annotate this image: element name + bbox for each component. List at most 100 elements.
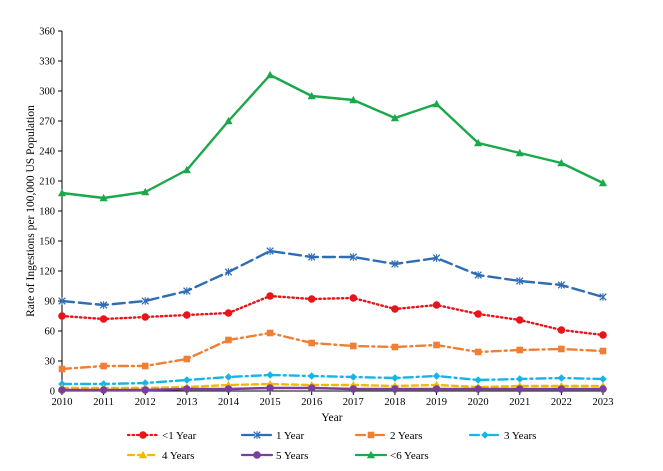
data-point xyxy=(99,193,108,202)
data-point xyxy=(515,148,524,157)
data-point xyxy=(308,339,315,347)
x-tick-label: 2013 xyxy=(176,397,197,408)
y-tick-label: 60 xyxy=(45,327,56,338)
y-tick-label: 360 xyxy=(39,27,55,38)
legend-label: 5 Years xyxy=(276,450,308,462)
x-axis-title: Year xyxy=(321,412,342,424)
x-tick-label: 2010 xyxy=(52,397,73,408)
x-tick-label: 2023 xyxy=(593,397,614,408)
data-point xyxy=(141,187,150,196)
data-point xyxy=(224,268,233,276)
legend-item: 4 Years xyxy=(126,450,194,462)
series-line xyxy=(60,382,605,390)
data-point xyxy=(183,287,191,295)
data-point xyxy=(349,385,358,393)
data-point xyxy=(349,373,358,381)
x-tick-label: 2020 xyxy=(468,397,489,408)
data-point xyxy=(266,292,274,300)
x-tick-label: 2019 xyxy=(426,397,447,408)
data-point xyxy=(557,374,566,382)
legend-swatch-marker xyxy=(367,431,375,439)
data-point xyxy=(183,311,191,319)
legend-item: <1 Year xyxy=(126,430,197,442)
y-tick-label: 30 xyxy=(45,357,56,368)
data-point xyxy=(599,293,607,301)
legend-swatch-marker xyxy=(481,431,489,439)
data-point xyxy=(599,385,607,393)
data-point xyxy=(265,70,275,79)
data-point xyxy=(598,178,608,187)
x-tick-label: 2011 xyxy=(93,397,114,408)
legend-label: 3 Years xyxy=(504,430,536,442)
data-point xyxy=(58,297,66,305)
data-point xyxy=(558,345,565,353)
data-point xyxy=(99,301,108,309)
data-point xyxy=(432,385,441,393)
data-point xyxy=(100,362,107,370)
series-1-year xyxy=(58,247,607,309)
data-point xyxy=(432,372,441,380)
data-point xyxy=(183,376,191,384)
x-tick-label: 2015 xyxy=(260,397,281,408)
data-point xyxy=(515,316,524,324)
data-point xyxy=(307,253,316,261)
data-point xyxy=(516,277,524,285)
y-axis-title: Rate of Ingestions per 100,000 US Popula… xyxy=(25,105,37,317)
x-tick-label: 2022 xyxy=(551,397,572,408)
legend-swatch-marker xyxy=(366,450,376,459)
legend: <1 Year 1 Year 2 Years 3 Years 4 Years 5 Year… xyxy=(126,430,536,462)
legend-item: <6 Years xyxy=(354,450,429,462)
data-point xyxy=(390,113,400,122)
y-tick-label: 150 xyxy=(39,237,55,248)
series-line xyxy=(60,249,605,307)
data-point xyxy=(141,379,150,387)
data-point xyxy=(557,281,566,289)
data-point xyxy=(307,384,316,392)
data-point xyxy=(474,385,482,393)
y-tick-label: 300 xyxy=(39,87,55,98)
data-point xyxy=(349,253,358,261)
y-tick-label: 180 xyxy=(39,207,55,218)
series-line xyxy=(60,294,605,337)
series-line xyxy=(60,373,605,386)
data-point xyxy=(58,312,66,320)
data-point xyxy=(432,99,441,108)
series-line xyxy=(60,73,605,200)
data-point xyxy=(557,158,566,167)
y-tick-label: 210 xyxy=(39,177,55,188)
legend-label: <6 Years xyxy=(390,450,429,462)
data-point xyxy=(141,386,150,394)
legend-item: 1 Year xyxy=(240,430,304,442)
legend-item: 2 Years xyxy=(354,430,422,442)
data-point xyxy=(350,342,357,350)
data-point xyxy=(99,315,108,323)
data-point xyxy=(182,165,191,174)
data-point xyxy=(516,346,524,354)
legend-item: 3 Years xyxy=(468,430,536,442)
x-tick-label: 2021 xyxy=(509,397,530,408)
data-point xyxy=(474,376,482,384)
y-tick-label: 90 xyxy=(45,297,56,308)
legend-swatch-marker xyxy=(253,451,261,459)
series-line xyxy=(60,331,605,371)
data-point xyxy=(474,310,482,318)
data-point xyxy=(141,362,149,370)
y-tick-label: 330 xyxy=(39,57,55,68)
data-point xyxy=(266,329,274,337)
data-point xyxy=(307,372,316,380)
data-point xyxy=(224,116,233,125)
x-tick-label: 2017 xyxy=(343,397,364,408)
data-point xyxy=(141,297,149,305)
data-point xyxy=(141,313,150,321)
series-5-years xyxy=(58,384,607,394)
data-point xyxy=(225,336,232,344)
data-point xyxy=(599,347,607,355)
y-tick-label: 0 xyxy=(50,387,55,398)
plot-area: 0 30 60 90 120 150 180 210 240 270 300 330 360 2010 20… xyxy=(39,27,613,409)
legend-swatch-marker xyxy=(139,431,147,439)
legend-label: 1 Year xyxy=(276,430,304,442)
series-1-year xyxy=(58,292,607,339)
x-tick-label: 2016 xyxy=(301,397,322,408)
data-point xyxy=(349,294,358,302)
